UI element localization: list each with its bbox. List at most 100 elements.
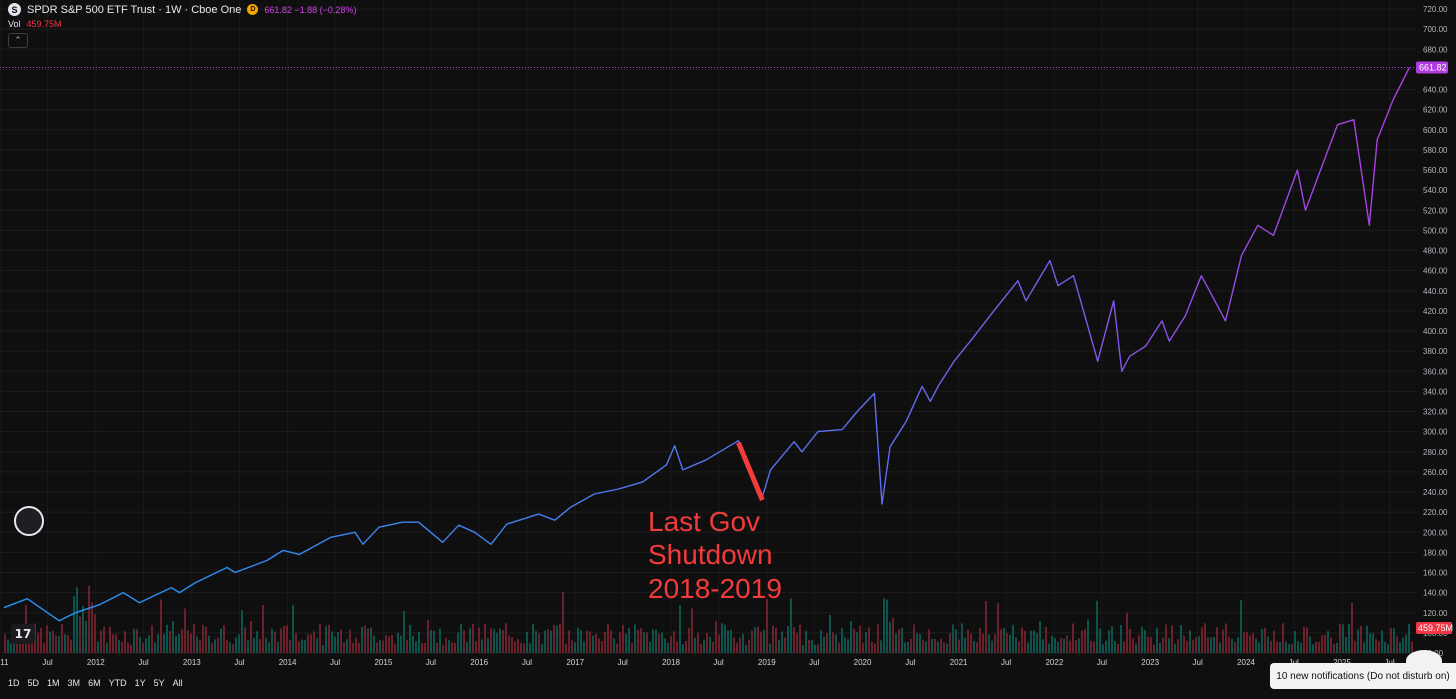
range-5d[interactable]: 5D xyxy=(27,678,40,688)
volume-bar xyxy=(502,629,504,653)
volume-bar xyxy=(757,626,759,653)
range-1y[interactable]: 1Y xyxy=(134,678,146,688)
volume-bar xyxy=(130,644,132,653)
volume-bar xyxy=(1378,641,1380,653)
volume-bar xyxy=(124,631,126,653)
volume-bar xyxy=(1252,633,1254,653)
volume-bar xyxy=(238,634,240,653)
volume-bar xyxy=(433,631,435,653)
volume-bar xyxy=(1231,638,1233,653)
y-tick-label: 440.00 xyxy=(1423,287,1448,296)
range-all[interactable]: All xyxy=(172,678,183,688)
volume-label[interactable]: Vol xyxy=(8,19,21,29)
volume-bar xyxy=(529,643,531,653)
volume-bar xyxy=(571,640,573,653)
volume-bar xyxy=(979,628,981,653)
volume-bar xyxy=(829,614,831,653)
volume-bar xyxy=(1387,643,1389,653)
volume-bar xyxy=(910,639,912,653)
volume-bar xyxy=(868,627,870,653)
volume-bar xyxy=(760,631,762,653)
range-6m[interactable]: 6M xyxy=(88,678,101,688)
tradingview-logo-icon[interactable]: 17 xyxy=(11,624,35,644)
volume-bar xyxy=(1000,629,1002,653)
volume-bar xyxy=(784,637,786,653)
volume-bar xyxy=(1042,639,1044,653)
volume-bar xyxy=(34,623,36,653)
volume-bar xyxy=(718,634,720,653)
range-5y[interactable]: 5Y xyxy=(153,678,165,688)
volume-bar xyxy=(388,636,390,653)
x-tick-label: Jul xyxy=(905,658,915,667)
volume-bar xyxy=(445,637,447,653)
y-tick-label: 600.00 xyxy=(1423,126,1448,135)
volume-bar xyxy=(1207,637,1209,653)
volume-bar xyxy=(694,638,696,653)
volume-bar xyxy=(1066,635,1068,653)
volume-bar xyxy=(340,629,342,653)
y-tick-label: 220.00 xyxy=(1423,508,1448,517)
volume-bar xyxy=(1393,628,1395,653)
volume-bar xyxy=(1411,641,1413,653)
range-1d[interactable]: 1D xyxy=(8,678,20,688)
compass-icon[interactable] xyxy=(14,506,44,536)
range-3m[interactable]: 3M xyxy=(67,678,81,688)
volume-bar xyxy=(121,641,123,653)
y-tick-label: 400.00 xyxy=(1423,327,1448,336)
volume-bar xyxy=(532,624,534,653)
y-tick-label: 480.00 xyxy=(1423,247,1448,256)
range-ytd[interactable]: YTD xyxy=(108,678,127,688)
volume-bar xyxy=(541,643,543,653)
volume-bar xyxy=(172,621,174,653)
chevron-up-icon[interactable]: ⌃ xyxy=(8,33,28,48)
volume-bar xyxy=(1291,643,1293,653)
volume-bar xyxy=(949,633,951,653)
volume-bar xyxy=(490,628,492,653)
volume-bar xyxy=(655,629,657,653)
x-tick-label: Jul xyxy=(809,658,819,667)
volume-bar xyxy=(58,635,60,653)
volume-bar xyxy=(82,605,84,653)
volume-bar xyxy=(1375,639,1377,653)
annotation-line-2: Shutdown xyxy=(648,539,773,570)
volume-bar xyxy=(373,635,375,653)
volume-bar xyxy=(265,637,267,653)
x-tick-label: Jul xyxy=(42,658,52,667)
volume-bar xyxy=(1081,630,1083,653)
volume-bar xyxy=(109,626,111,653)
volume-bar xyxy=(814,644,816,653)
volume-bar xyxy=(430,630,432,653)
volume-bar xyxy=(892,617,894,653)
price-change: 661.82 −1.88 (−0.28%) xyxy=(264,4,357,15)
volume-bar xyxy=(220,628,222,653)
volume-bar xyxy=(421,642,423,653)
volume-bar xyxy=(1099,628,1101,653)
volume-bar xyxy=(808,639,810,653)
volume-bar xyxy=(328,624,330,653)
volume-bar xyxy=(1225,623,1227,653)
y-tick-label: 700.00 xyxy=(1423,25,1448,34)
volume-bar xyxy=(745,644,747,653)
volume-bar xyxy=(427,620,429,653)
volume-bar xyxy=(52,630,54,653)
volume-bar xyxy=(703,639,705,653)
notification-toast[interactable]: 10 new notifications (Do not disturb on) xyxy=(1270,663,1456,689)
volume-bar xyxy=(1399,642,1401,653)
range-1m[interactable]: 1M xyxy=(47,678,60,688)
x-tick-label: Jul xyxy=(618,658,628,667)
volume-bar xyxy=(1396,636,1398,653)
volume-bar xyxy=(1147,636,1149,653)
volume-bar xyxy=(466,642,468,653)
y-tick-label: 140.00 xyxy=(1423,589,1448,598)
volume-bar xyxy=(826,633,828,653)
volume-bar xyxy=(1009,634,1011,653)
volume-bar xyxy=(307,634,309,653)
volume-bar xyxy=(967,629,969,653)
y-tick-label: 420.00 xyxy=(1423,307,1448,316)
volume-bar xyxy=(1069,640,1071,653)
symbol-title[interactable]: SPDR S&P 500 ETF Trust · 1W · Cboe One xyxy=(27,3,242,16)
volume-bar xyxy=(919,633,921,653)
volume-bar xyxy=(1192,639,1194,653)
